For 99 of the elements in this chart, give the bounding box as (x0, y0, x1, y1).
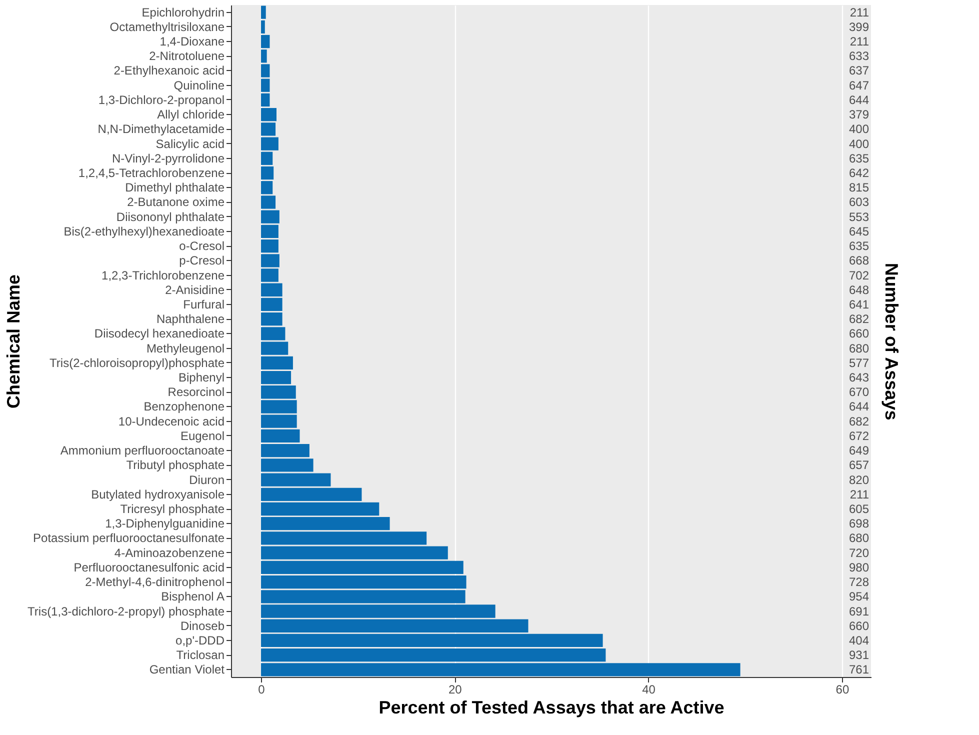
y2-tick-label: 660 (848, 618, 870, 633)
y-tick-label: 1,3-Dichloro-2-propanol (98, 92, 224, 107)
y-tick-label: N,N-Dimethylacetamide (98, 122, 225, 136)
y-tick-label: Methyleugenol (146, 341, 224, 356)
y-tick-label: Dimethyl phthalate (125, 180, 225, 195)
y-tick-label: Gentian Violet (149, 662, 226, 677)
y2-tick-label: 635 (848, 151, 870, 166)
y-tick-label: Tributyl phosphate (126, 458, 225, 472)
y2-tick-label: 399 (848, 20, 870, 34)
y-tick-label: 4-Aminoazobenzene (114, 546, 225, 560)
y2-tick-label: 682 (848, 312, 870, 326)
y-tick-label: Furfural (183, 297, 224, 312)
y2-tick-label: 668 (848, 254, 870, 268)
y2-tick-label: 211 (850, 487, 870, 502)
y-tick-label: Bis(2-ethylhexyl)hexanedioate (64, 224, 225, 238)
y-tick-label: N-Vinyl-2-pyrrolidone (112, 151, 225, 166)
y-tick-label: 2-Butanone oxime (127, 195, 225, 210)
y2-tick-label: 644 (848, 92, 870, 107)
y-tick-label: o,p'-DDD (176, 633, 225, 648)
y-tick-label: Tris(2-chloroisopropyl)phosphate (50, 356, 225, 370)
y2-tick-label: 635 (848, 239, 870, 254)
y2-tick-label: 657 (848, 458, 870, 472)
y-tick-label: o-Cresol (179, 239, 224, 254)
y-tick-label: Tricresyl phosphate (120, 502, 225, 516)
y2-tick-label: 644 (848, 400, 870, 414)
y2-tick-label: 637 (848, 64, 870, 78)
y-tick-label: Butylated hydroxyanisole (91, 487, 225, 502)
y2-tick-label: 642 (848, 166, 870, 180)
y-axis-title: Chemical Name (4, 274, 24, 409)
y2-tick-label: 647 (848, 78, 870, 92)
y-tick-label: Diuron (189, 472, 224, 487)
y2-tick-label: 660 (848, 326, 870, 341)
y-tick-label: 10-Undecenoic acid (118, 414, 224, 428)
y-tick-label: Biphenyl (178, 370, 224, 385)
y-tick-label: 2-Nitrotoluene (149, 49, 225, 64)
y-tick-label: 1,3-Diphenylguanidine (105, 516, 225, 531)
y-tick-label: 1,2,4,5-Tetrachlorobenzene (78, 166, 225, 180)
y-tick-label: 2-Anisidine (165, 282, 225, 297)
y-tick-label: Salicylic acid (156, 136, 224, 151)
y2-tick-label: 702 (848, 268, 870, 282)
y2-tick-label: 603 (848, 195, 870, 210)
y2-tick-label: 553 (848, 210, 870, 224)
y-tick-label: Potassium perfluorooctanesulfonate (33, 531, 225, 546)
y-tick-label: 2-Ethylhexanoic acid (114, 64, 224, 78)
y2-tick-label: 400 (848, 136, 870, 151)
y2-tick-label: 720 (848, 546, 870, 560)
y2-tick-label: 680 (848, 341, 870, 356)
y2-tick-label: 680 (848, 531, 870, 546)
y2-tick-label: 605 (848, 502, 870, 516)
y2-tick-label: 672 (848, 428, 870, 443)
y-tick-label: Diisodecyl hexanedioate (94, 326, 225, 341)
x-tick-label: 60 (836, 682, 850, 696)
x-tick-label: 40 (642, 682, 656, 696)
y2-tick-label: 641 (848, 297, 870, 312)
y2-tick-label: 670 (848, 385, 870, 400)
y2-tick-label: 698 (848, 516, 870, 531)
y2-tick-label: 633 (848, 49, 870, 64)
y2-tick-label: 643 (848, 370, 870, 385)
y-tick-label: 1,4-Dioxane (160, 34, 225, 49)
y2-tick-label: 211 (850, 5, 870, 20)
y-tick-label: Perfluorooctanesulfonic acid (74, 560, 224, 574)
y2-tick-label: 379 (848, 108, 870, 122)
y2-tick-label: 404 (848, 633, 870, 648)
y-tick-label: Ammonium perfluorooctanoate (60, 444, 225, 458)
y-tick-label: Quinoline (174, 78, 225, 92)
y-tick-label: Allyl chloride (157, 108, 225, 122)
y2-tick-label: 815 (848, 180, 870, 195)
y-tick-label: Bisphenol A (161, 590, 224, 604)
y-tick-label: 1,2,3-Trichlorobenzene (102, 268, 225, 282)
y-tick-label: Resorcinol (168, 385, 224, 400)
y2-tick-label: 577 (848, 356, 870, 370)
y-tick-label: Benzophenone (144, 400, 225, 414)
y-tick-label: Triclosan (176, 648, 224, 662)
y2-tick-label: 211 (850, 34, 870, 49)
y2-tick-label: 649 (848, 444, 870, 458)
y2-tick-label: 820 (848, 472, 870, 487)
y-tick-label: Epichlorohydrin (142, 5, 224, 20)
y2-tick-label: 931 (848, 648, 870, 662)
y-tick-label: Octamethyltrisiloxane (110, 20, 225, 34)
y2-axis-title: Number of Assays (882, 262, 902, 420)
y2-tick-label: 761 (848, 662, 870, 677)
x-tick-label: 20 (448, 682, 462, 696)
y2-tick-label: 645 (848, 224, 870, 238)
y-tick-label: Diisononyl phthalate (116, 210, 225, 224)
y-tick-label: Eugenol (180, 428, 224, 443)
y-tick-label: 2-Methyl-4,6-dinitrophenol (85, 575, 224, 590)
y2-tick-label: 954 (848, 590, 870, 604)
y2-tick-label: 980 (848, 560, 870, 574)
y2-tick-label: 648 (848, 282, 870, 297)
y2-tick-label: 400 (848, 122, 870, 136)
y2-tick-label: 728 (848, 575, 870, 590)
y2-tick-label: 682 (848, 414, 870, 428)
y2-tick-label: 691 (848, 604, 870, 618)
y-tick-label: Tris(1,3-dichloro-2-propyl) phosphate (28, 604, 225, 618)
y-tick-label: Naphthalene (156, 312, 225, 326)
y-tick-label: Dinoseb (180, 618, 225, 633)
y-tick-label: p-Cresol (179, 254, 224, 268)
x-axis-title: Percent of Tested Assays that are Active (378, 698, 724, 718)
x-tick-label: 0 (258, 682, 266, 696)
